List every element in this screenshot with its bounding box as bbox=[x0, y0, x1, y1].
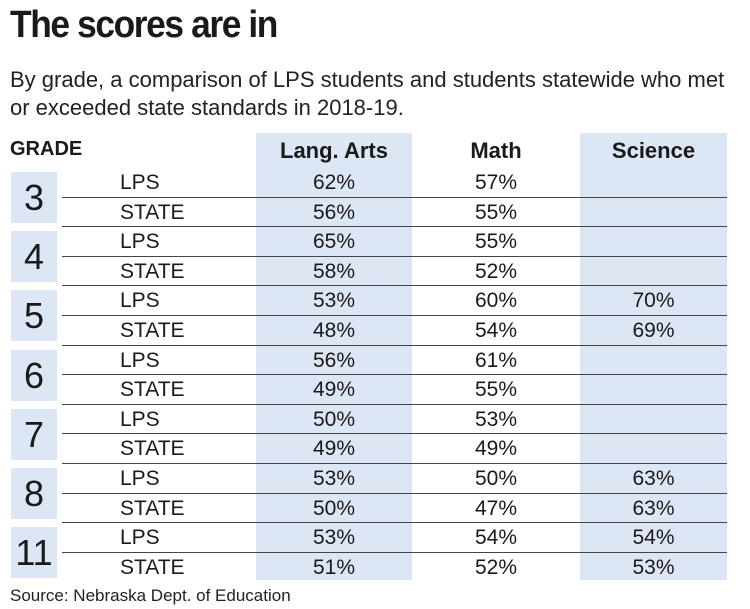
source-note: Source: Nebraska Dept. of Education bbox=[10, 586, 291, 605]
chart-subtitle: By grade, a comparison of LPS students a… bbox=[10, 67, 725, 120]
grade-label: 8 bbox=[11, 468, 57, 519]
cell-sci-state bbox=[580, 198, 727, 227]
cell-math-lps: 55% bbox=[474, 230, 518, 254]
row-divider bbox=[62, 315, 727, 316]
group-divider bbox=[62, 522, 727, 524]
cell-math-lps: 60% bbox=[474, 289, 518, 313]
row-label-state: STATE bbox=[120, 259, 185, 283]
cell-sci-lps: 70% bbox=[632, 289, 675, 313]
cell-lang-state: 51% bbox=[312, 555, 356, 579]
cell-lang-state: 58% bbox=[312, 259, 356, 283]
cell-sci-state: 53% bbox=[632, 555, 675, 579]
row-label-lps: LPS bbox=[120, 230, 160, 254]
cell-math-state: 49% bbox=[474, 437, 518, 461]
row-label-state: STATE bbox=[120, 319, 185, 342]
cell-sci-lps: 54% bbox=[632, 526, 675, 550]
cell-lang-state: 49% bbox=[312, 437, 356, 461]
cell-math-state: 55% bbox=[474, 378, 518, 402]
cell-sci-state bbox=[580, 434, 727, 463]
cell-sci-lps bbox=[580, 168, 727, 197]
cell-lang-lps: 53% bbox=[312, 467, 356, 490]
row-label-lps: LPS bbox=[120, 467, 160, 490]
cell-sci-lps: 63% bbox=[632, 467, 675, 490]
cell-math-state: 52% bbox=[474, 259, 518, 283]
cell-lang-lps: 50% bbox=[312, 407, 356, 431]
row-label-lps: LPS bbox=[120, 407, 160, 431]
row-divider bbox=[62, 196, 727, 198]
cell-lang-state: 50% bbox=[312, 496, 356, 520]
cell-math-lps: 53% bbox=[474, 407, 518, 431]
grade-label: 5 bbox=[11, 290, 57, 342]
row-divider bbox=[62, 492, 727, 494]
cell-lang-lps: 62% bbox=[312, 171, 356, 194]
cell-math-state: 52% bbox=[474, 555, 518, 579]
header-science: Science bbox=[611, 138, 696, 163]
cell-math-lps: 57% bbox=[474, 171, 518, 194]
cell-math-lps: 50% bbox=[474, 467, 518, 490]
grade-label: 11 bbox=[11, 527, 57, 579]
header-math: Math bbox=[470, 138, 522, 163]
row-label-lps: LPS bbox=[120, 526, 160, 550]
cell-sci-state bbox=[580, 257, 727, 286]
cell-lang-state: 48% bbox=[312, 319, 356, 342]
row-divider bbox=[62, 255, 727, 257]
grade-label: 7 bbox=[11, 408, 57, 460]
cell-sci-state: 63% bbox=[632, 496, 675, 520]
row-label-lps: LPS bbox=[120, 348, 160, 372]
row-divider bbox=[62, 433, 727, 435]
cell-math-state: 55% bbox=[474, 200, 518, 224]
grade-label: 6 bbox=[11, 349, 57, 401]
science-column-band bbox=[580, 133, 727, 580]
cell-lang-lps: 53% bbox=[312, 289, 356, 313]
chart-title: The scores are in bbox=[10, 4, 278, 46]
row-label-state: STATE bbox=[120, 496, 185, 520]
group-divider bbox=[62, 285, 727, 287]
row-label-state: STATE bbox=[120, 437, 185, 461]
header-lang-arts: Lang. Arts bbox=[280, 138, 388, 163]
group-divider bbox=[62, 344, 727, 346]
row-label-state: STATE bbox=[120, 200, 185, 224]
lang-arts-column-band bbox=[256, 133, 412, 580]
cell-lang-state: 49% bbox=[312, 378, 356, 402]
cell-math-lps: 61% bbox=[474, 348, 518, 372]
cell-lang-lps: 56% bbox=[312, 348, 356, 372]
group-divider bbox=[62, 226, 727, 228]
cell-sci-lps bbox=[580, 227, 727, 256]
cell-math-state: 47% bbox=[474, 496, 518, 520]
cell-math-lps: 54% bbox=[474, 526, 518, 550]
cell-lang-lps: 53% bbox=[312, 526, 356, 550]
cell-sci-state bbox=[580, 375, 727, 404]
cell-math-state: 54% bbox=[474, 319, 518, 342]
group-divider bbox=[62, 403, 727, 405]
cell-sci-lps bbox=[580, 405, 727, 434]
row-label-lps: LPS bbox=[120, 171, 160, 194]
grade-label: 3 bbox=[11, 172, 57, 223]
cell-lang-state: 56% bbox=[312, 200, 356, 224]
cell-sci-state: 69% bbox=[632, 319, 675, 342]
row-label-state: STATE bbox=[120, 555, 185, 579]
cell-lang-lps: 65% bbox=[312, 230, 356, 254]
header-grade: GRADE bbox=[10, 138, 83, 160]
row-label-lps: LPS bbox=[120, 289, 160, 313]
row-label-state: STATE bbox=[120, 378, 185, 402]
cell-sci-lps bbox=[580, 346, 727, 375]
row-divider bbox=[62, 374, 727, 376]
group-divider bbox=[62, 463, 727, 464]
grade-label: 4 bbox=[11, 231, 57, 283]
row-divider bbox=[62, 551, 727, 553]
